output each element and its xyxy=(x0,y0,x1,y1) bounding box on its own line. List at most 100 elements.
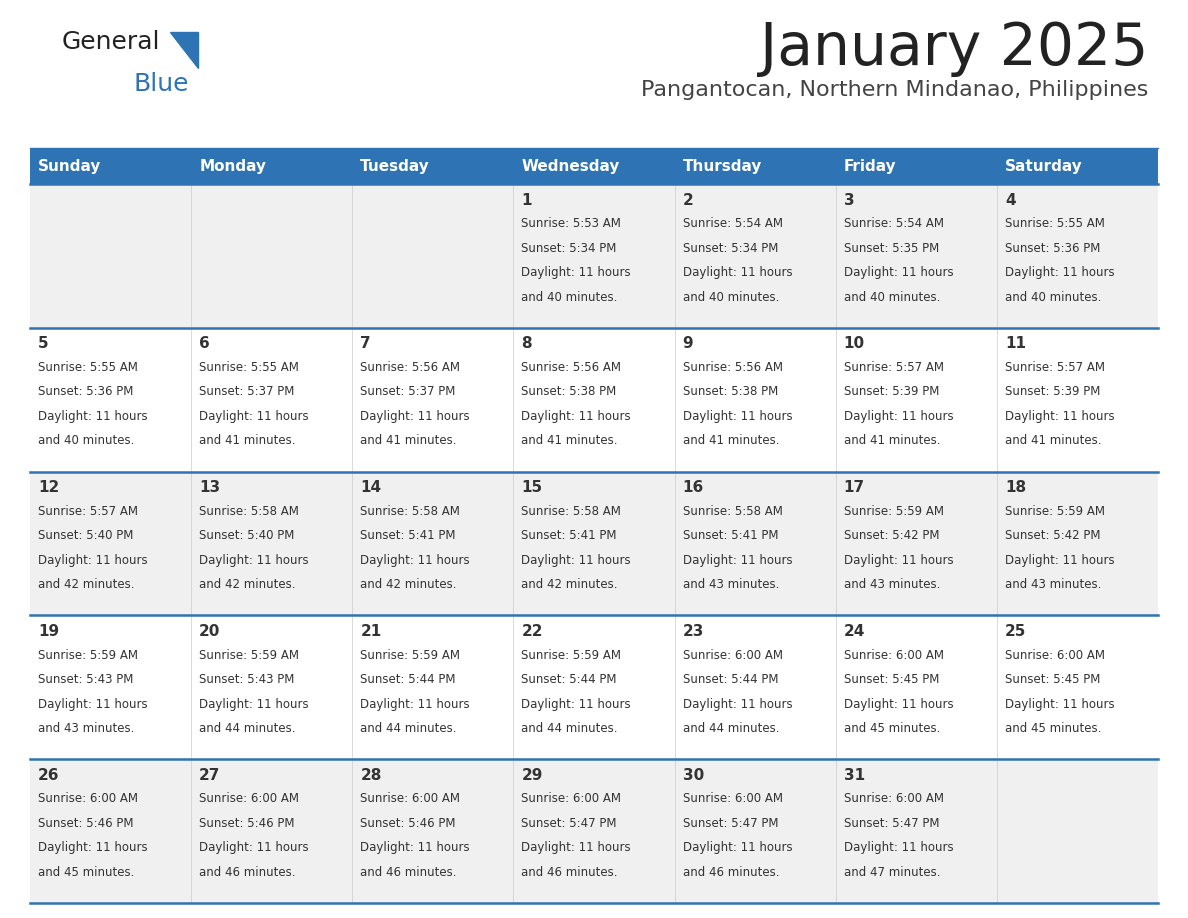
Text: Daylight: 11 hours: Daylight: 11 hours xyxy=(38,554,147,566)
Text: Sunset: 5:41 PM: Sunset: 5:41 PM xyxy=(360,530,456,543)
Text: Sunset: 5:45 PM: Sunset: 5:45 PM xyxy=(843,673,940,686)
Text: Daylight: 11 hours: Daylight: 11 hours xyxy=(360,554,470,566)
Text: Daylight: 11 hours: Daylight: 11 hours xyxy=(683,698,792,711)
Bar xyxy=(30,148,1158,184)
Text: and 40 minutes.: and 40 minutes. xyxy=(683,291,779,304)
Text: Sunset: 5:45 PM: Sunset: 5:45 PM xyxy=(1005,673,1100,686)
Text: Daylight: 11 hours: Daylight: 11 hours xyxy=(843,410,954,423)
Text: Pangantocan, Northern Mindanao, Philippines: Pangantocan, Northern Mindanao, Philippi… xyxy=(640,80,1148,100)
Text: 19: 19 xyxy=(38,624,59,639)
Text: Sunset: 5:44 PM: Sunset: 5:44 PM xyxy=(683,673,778,686)
Text: 15: 15 xyxy=(522,480,543,495)
Text: Sunset: 5:39 PM: Sunset: 5:39 PM xyxy=(843,386,940,398)
Text: Sunset: 5:44 PM: Sunset: 5:44 PM xyxy=(360,673,456,686)
Text: Sunset: 5:38 PM: Sunset: 5:38 PM xyxy=(683,386,778,398)
Text: 17: 17 xyxy=(843,480,865,495)
Text: and 44 minutes.: and 44 minutes. xyxy=(683,722,779,735)
Text: 28: 28 xyxy=(360,767,381,783)
Text: and 46 minutes.: and 46 minutes. xyxy=(200,866,296,879)
Text: Sunset: 5:43 PM: Sunset: 5:43 PM xyxy=(38,673,133,686)
Text: Daylight: 11 hours: Daylight: 11 hours xyxy=(38,410,147,423)
Text: 7: 7 xyxy=(360,336,371,352)
Text: Sunrise: 5:57 AM: Sunrise: 5:57 AM xyxy=(843,361,943,374)
Text: 6: 6 xyxy=(200,336,210,352)
Text: 22: 22 xyxy=(522,624,543,639)
Text: 16: 16 xyxy=(683,480,703,495)
Text: and 41 minutes.: and 41 minutes. xyxy=(200,434,296,447)
Text: 8: 8 xyxy=(522,336,532,352)
Text: 13: 13 xyxy=(200,480,220,495)
Text: Sunset: 5:34 PM: Sunset: 5:34 PM xyxy=(683,241,778,254)
Text: 10: 10 xyxy=(843,336,865,352)
Text: Daylight: 11 hours: Daylight: 11 hours xyxy=(38,842,147,855)
Text: Sunset: 5:47 PM: Sunset: 5:47 PM xyxy=(522,817,617,830)
Text: 18: 18 xyxy=(1005,480,1026,495)
Text: Sunset: 5:47 PM: Sunset: 5:47 PM xyxy=(683,817,778,830)
Text: Sunset: 5:37 PM: Sunset: 5:37 PM xyxy=(360,386,456,398)
Text: Sunset: 5:42 PM: Sunset: 5:42 PM xyxy=(1005,530,1100,543)
Text: Thursday: Thursday xyxy=(683,159,762,174)
Text: and 43 minutes.: and 43 minutes. xyxy=(843,578,940,591)
Text: and 44 minutes.: and 44 minutes. xyxy=(200,722,296,735)
Text: Sunrise: 6:00 AM: Sunrise: 6:00 AM xyxy=(843,792,943,805)
Text: Tuesday: Tuesday xyxy=(360,159,430,174)
Text: Sunset: 5:46 PM: Sunset: 5:46 PM xyxy=(38,817,133,830)
Text: Sunset: 5:34 PM: Sunset: 5:34 PM xyxy=(522,241,617,254)
Text: Daylight: 11 hours: Daylight: 11 hours xyxy=(1005,698,1114,711)
Text: Sunrise: 5:55 AM: Sunrise: 5:55 AM xyxy=(38,361,138,374)
Text: and 43 minutes.: and 43 minutes. xyxy=(683,578,779,591)
Text: Sunset: 5:41 PM: Sunset: 5:41 PM xyxy=(683,530,778,543)
Text: and 46 minutes.: and 46 minutes. xyxy=(360,866,457,879)
Text: Daylight: 11 hours: Daylight: 11 hours xyxy=(843,698,954,711)
Text: Sunrise: 6:00 AM: Sunrise: 6:00 AM xyxy=(200,792,299,805)
Text: and 41 minutes.: and 41 minutes. xyxy=(843,434,940,447)
Text: 21: 21 xyxy=(360,624,381,639)
Text: Daylight: 11 hours: Daylight: 11 hours xyxy=(38,698,147,711)
Text: and 43 minutes.: and 43 minutes. xyxy=(1005,578,1101,591)
Text: Daylight: 11 hours: Daylight: 11 hours xyxy=(683,410,792,423)
Text: Sunrise: 5:59 AM: Sunrise: 5:59 AM xyxy=(200,648,299,662)
Text: and 44 minutes.: and 44 minutes. xyxy=(360,722,457,735)
Text: Sunrise: 5:54 AM: Sunrise: 5:54 AM xyxy=(683,218,783,230)
Text: Daylight: 11 hours: Daylight: 11 hours xyxy=(683,266,792,279)
Text: Daylight: 11 hours: Daylight: 11 hours xyxy=(843,554,954,566)
Text: Daylight: 11 hours: Daylight: 11 hours xyxy=(683,554,792,566)
Text: Sunrise: 5:57 AM: Sunrise: 5:57 AM xyxy=(38,505,138,518)
Text: Blue: Blue xyxy=(134,72,190,96)
Text: 2: 2 xyxy=(683,193,694,207)
Text: Sunrise: 5:58 AM: Sunrise: 5:58 AM xyxy=(360,505,460,518)
Text: Sunrise: 6:00 AM: Sunrise: 6:00 AM xyxy=(522,792,621,805)
Text: Sunrise: 5:54 AM: Sunrise: 5:54 AM xyxy=(843,218,943,230)
Text: Sunrise: 5:56 AM: Sunrise: 5:56 AM xyxy=(683,361,783,374)
Text: Sunset: 5:39 PM: Sunset: 5:39 PM xyxy=(1005,386,1100,398)
Text: Monday: Monday xyxy=(200,159,266,174)
Text: 1: 1 xyxy=(522,193,532,207)
Text: and 41 minutes.: and 41 minutes. xyxy=(360,434,457,447)
Text: January 2025: January 2025 xyxy=(759,20,1148,77)
Text: Daylight: 11 hours: Daylight: 11 hours xyxy=(1005,266,1114,279)
Text: Daylight: 11 hours: Daylight: 11 hours xyxy=(200,698,309,711)
Text: Sunset: 5:43 PM: Sunset: 5:43 PM xyxy=(200,673,295,686)
Text: Sunrise: 5:59 AM: Sunrise: 5:59 AM xyxy=(522,648,621,662)
Text: Sunset: 5:44 PM: Sunset: 5:44 PM xyxy=(522,673,617,686)
Text: Sunset: 5:41 PM: Sunset: 5:41 PM xyxy=(522,530,617,543)
Text: Daylight: 11 hours: Daylight: 11 hours xyxy=(683,842,792,855)
Bar xyxy=(30,615,1158,759)
Text: 30: 30 xyxy=(683,767,703,783)
Text: Daylight: 11 hours: Daylight: 11 hours xyxy=(522,554,631,566)
Text: 27: 27 xyxy=(200,767,221,783)
Text: Sunrise: 5:55 AM: Sunrise: 5:55 AM xyxy=(1005,218,1105,230)
Text: Sunday: Sunday xyxy=(38,159,101,174)
Text: and 43 minutes.: and 43 minutes. xyxy=(38,722,134,735)
Text: 12: 12 xyxy=(38,480,59,495)
Text: Wednesday: Wednesday xyxy=(522,159,620,174)
Text: and 42 minutes.: and 42 minutes. xyxy=(200,578,296,591)
Text: Sunrise: 6:00 AM: Sunrise: 6:00 AM xyxy=(843,648,943,662)
Text: Sunrise: 5:56 AM: Sunrise: 5:56 AM xyxy=(522,361,621,374)
Text: Daylight: 11 hours: Daylight: 11 hours xyxy=(360,842,470,855)
Text: and 41 minutes.: and 41 minutes. xyxy=(1005,434,1101,447)
Text: 25: 25 xyxy=(1005,624,1026,639)
Text: Sunrise: 5:57 AM: Sunrise: 5:57 AM xyxy=(1005,361,1105,374)
Text: Daylight: 11 hours: Daylight: 11 hours xyxy=(522,410,631,423)
Text: 20: 20 xyxy=(200,624,221,639)
